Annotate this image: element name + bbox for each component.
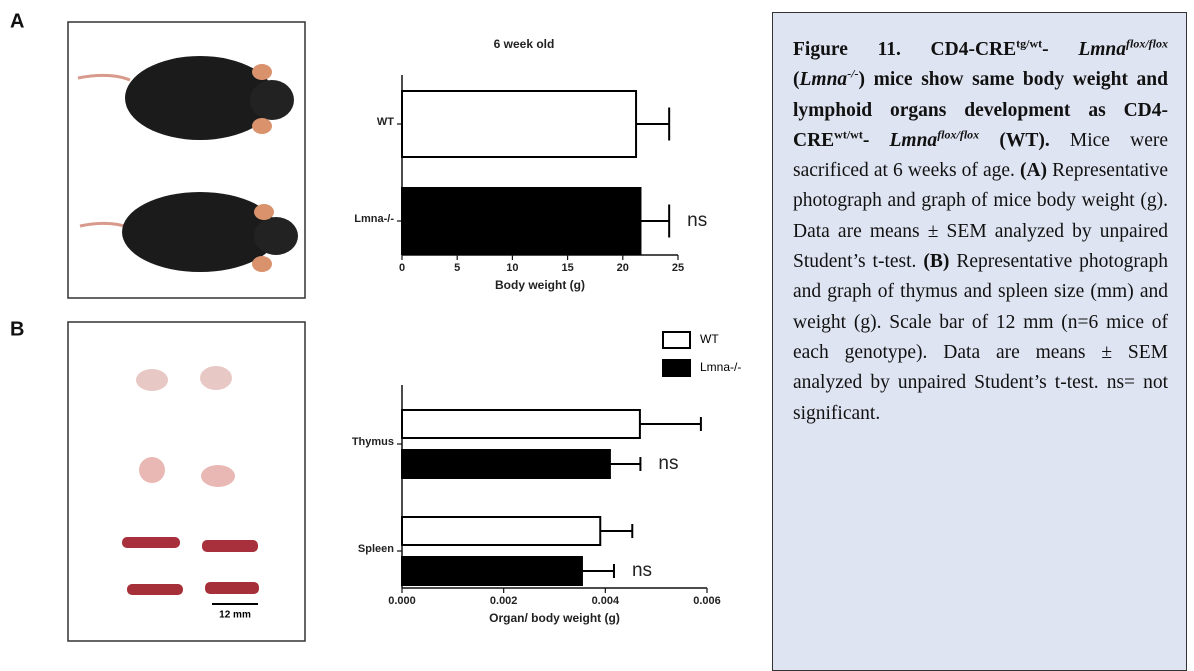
error-bar [636,108,669,141]
bar [402,188,640,254]
y-tick-label: WT [377,116,394,128]
caption-text: flox/flox [937,127,979,141]
caption-text: - [863,130,890,151]
x-axis-label: Body weight (g) [495,278,585,292]
photo-mice [68,22,305,298]
chart-title: 6 week old [494,37,555,51]
legend-label: WT [700,332,719,346]
photo-organs: 12 mm [68,322,305,641]
figure: A B 12 mm 0 5 10 15 20 25 Body weight (g) WT Lmn… [0,0,766,660]
legend-label: Lmna-/- [700,360,741,374]
bar [402,450,610,478]
caption-text: tg/wt [1016,37,1042,51]
x-tick-label: 0.000 [388,595,416,607]
caption-text: (B) [923,251,949,272]
legend-swatch [663,360,690,376]
caption-text: Representative photograph and graph of t… [793,251,1168,423]
caption-text: Lmna [890,130,938,151]
x-tick-label: 0.004 [592,595,620,607]
panel-label: A [10,10,24,32]
caption-text: flox/flox [1126,37,1168,51]
x-tick-label: 10 [506,262,518,274]
bar [402,91,636,157]
error-bar [610,457,641,471]
x-tick-label: 0.006 [693,595,721,607]
annotation: ns [658,453,678,474]
y-tick-label: Spleen [358,543,394,555]
y-tick-label: Thymus [352,436,394,448]
annotation: ns [632,560,652,581]
x-tick-label: 0 [399,262,405,274]
caption-text: - [1042,39,1078,60]
x-axis-label: Organ/ body weight (g) [489,611,620,625]
caption-text: wt/wt [834,127,863,141]
panel-label: B [10,318,24,340]
x-tick-label: 25 [672,262,684,274]
caption-text: -/- [847,67,858,81]
error-bar [582,564,614,578]
annotation: ns [687,210,707,231]
error-bar [640,205,669,238]
caption-text: Lmna [1078,39,1126,60]
x-tick-label: 5 [454,262,460,274]
x-tick-label: 20 [617,262,629,274]
error-bar [600,524,632,538]
caption-text: Lmna [800,69,848,90]
bar [402,517,600,545]
bar [402,557,582,585]
caption-text: (WT). [979,130,1050,151]
y-tick-label: Lmna-/- [354,213,394,225]
caption-text: Figure 11. CD4-CRE [793,39,1016,60]
caption-text: (A) [1020,160,1047,181]
bar [402,410,640,438]
page: {"panels": {"a": "A", "b": "B", "scale_b… [0,0,1194,660]
x-tick-label: 0.002 [490,595,518,607]
x-tick-label: 15 [561,262,573,274]
error-bar [640,417,701,431]
legend-swatch [663,332,690,348]
scale-bar-label: 12 mm [219,610,251,621]
caption: Figure 11. CD4-CREtg/wt- Lmnaflox/flox (… [772,12,1187,671]
